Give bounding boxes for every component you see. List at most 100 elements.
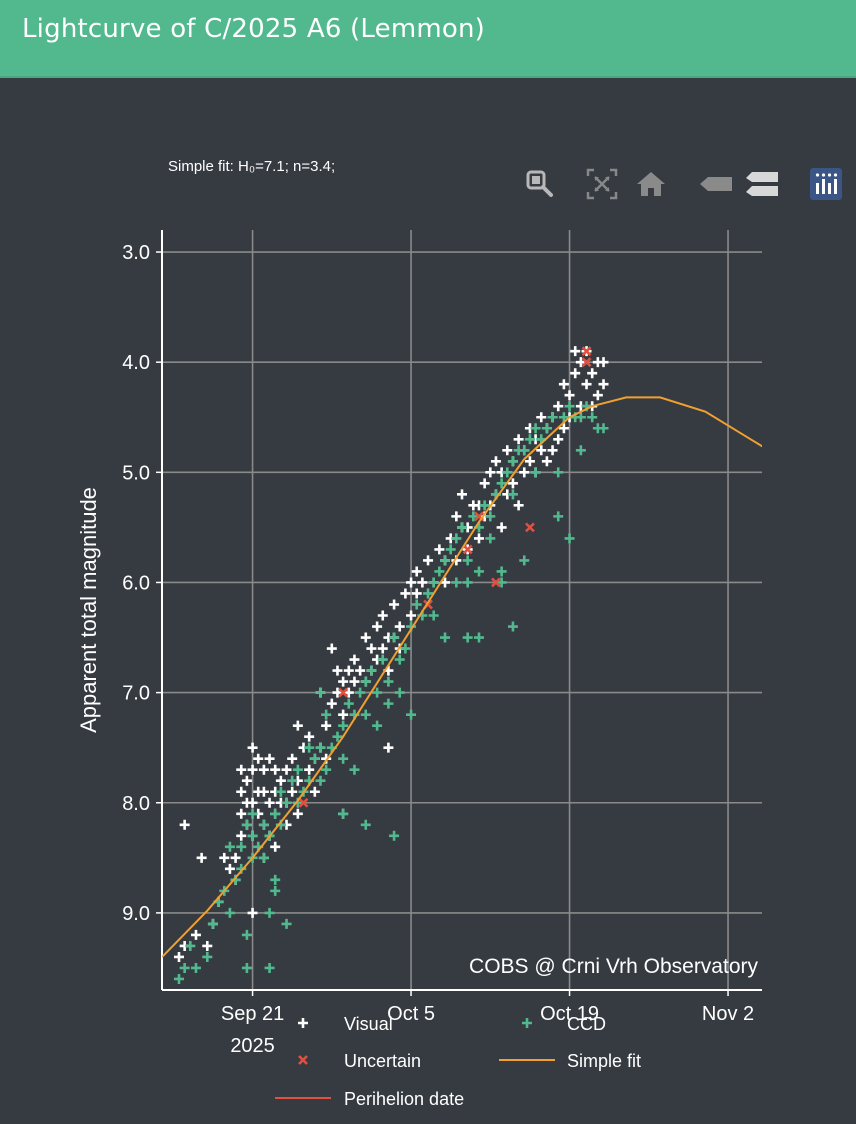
plotly-logo-icon[interactable] xyxy=(806,164,846,204)
point-visual xyxy=(219,852,230,863)
point-visual xyxy=(304,731,315,742)
hover-compare-icon[interactable] xyxy=(742,164,782,204)
x-tick-sublabel: 2025 xyxy=(230,1035,275,1057)
point-ccd xyxy=(462,577,473,588)
legend-swatch xyxy=(298,1055,308,1065)
point-visual xyxy=(411,588,422,599)
point-ccd xyxy=(553,511,564,522)
point-visual xyxy=(479,478,490,489)
point-visual xyxy=(553,401,564,412)
point-visual xyxy=(236,808,247,819)
point-ccd xyxy=(377,654,388,665)
point-visual xyxy=(338,676,349,687)
point-ccd xyxy=(473,632,484,643)
legend-item-simple-fit[interactable]: Simple fit xyxy=(499,1051,641,1071)
point-ccd xyxy=(507,489,518,500)
x-tick-label: Nov 2 xyxy=(702,1003,754,1025)
legend-label: Visual xyxy=(344,1014,393,1034)
fit-curve xyxy=(162,396,762,958)
point-ccd xyxy=(372,687,383,698)
legend: Visual CCD Uncertain Simple fit Perihelion d… xyxy=(275,1014,641,1109)
point-visual xyxy=(490,456,501,467)
point-ccd xyxy=(445,544,456,555)
point-ccd xyxy=(457,522,467,533)
point-ccd xyxy=(338,720,349,731)
point-visual xyxy=(485,467,496,478)
point-ccd xyxy=(485,511,496,522)
point-visual xyxy=(558,423,569,434)
point-ccd xyxy=(185,940,196,951)
point-visual xyxy=(394,621,405,632)
point-ccd xyxy=(332,731,343,742)
point-visual xyxy=(575,357,586,368)
point-ccd xyxy=(315,775,326,786)
point-visual xyxy=(570,346,581,357)
grid: 3.0 4.0 5.0 6.0 7.0 8.0 9.0 Sep 21 2025 Oct 5 Oct … xyxy=(122,230,856,1057)
point-ccd xyxy=(281,797,292,808)
point-visual xyxy=(598,379,609,390)
point-visual xyxy=(558,379,569,390)
legend-swatch xyxy=(522,1018,532,1028)
point-visual xyxy=(264,753,275,764)
autoscale-icon[interactable] xyxy=(582,164,622,204)
legend-item-perihelion-date[interactable]: Perihelion date xyxy=(275,1089,464,1109)
point-ccd xyxy=(241,962,252,973)
point-ccd xyxy=(236,841,247,852)
x-tick-label: Oct 5 xyxy=(387,1003,435,1025)
point-visual xyxy=(519,467,530,478)
point-ccd xyxy=(389,830,400,841)
point-visual xyxy=(247,907,258,918)
point-ccd xyxy=(406,709,417,720)
point-visual xyxy=(360,632,371,643)
legend-item-visual[interactable]: Visual xyxy=(298,1014,393,1034)
legend-item-uncertain[interactable]: Uncertain xyxy=(298,1051,421,1071)
point-visual xyxy=(377,643,388,654)
point-ccd xyxy=(292,764,303,775)
point-ccd xyxy=(423,588,434,599)
point-ccd xyxy=(462,555,473,566)
point-visual xyxy=(541,456,552,467)
point-visual xyxy=(332,665,343,676)
home-icon[interactable] xyxy=(631,164,671,204)
point-visual xyxy=(247,764,258,775)
y-tick-label: 7.0 xyxy=(122,683,150,705)
hover-closest-icon[interactable] xyxy=(696,164,736,204)
point-ccd xyxy=(309,753,320,764)
point-ccd xyxy=(462,632,473,643)
point-uncertain xyxy=(581,346,592,357)
point-ccd xyxy=(383,698,394,709)
point-ccd xyxy=(394,654,405,665)
point-visual xyxy=(434,544,445,555)
zoom-icon[interactable] xyxy=(520,164,560,204)
point-ccd xyxy=(338,808,349,819)
point-ccd xyxy=(207,918,218,929)
point-visual xyxy=(343,665,354,676)
point-visual xyxy=(270,764,281,775)
point-visual xyxy=(270,841,281,852)
point-ccd xyxy=(519,445,530,456)
point-visual xyxy=(423,555,434,566)
point-ccd xyxy=(224,907,235,918)
point-visual xyxy=(372,621,383,632)
point-ccd xyxy=(468,511,479,522)
point-visual xyxy=(275,775,286,786)
point-visual xyxy=(547,445,558,456)
point-visual xyxy=(338,709,349,720)
legend-item-ccd[interactable]: CCD xyxy=(522,1014,606,1034)
point-ccd xyxy=(553,467,564,478)
point-visual xyxy=(451,511,462,522)
point-visual xyxy=(287,786,298,797)
point-visual xyxy=(326,698,337,709)
point-visual xyxy=(287,753,298,764)
point-visual xyxy=(321,720,332,731)
legend-label: Simple fit xyxy=(567,1051,641,1071)
point-visual xyxy=(406,577,417,588)
page-title: Lightcurve of C/2025 A6 (Lemmon) xyxy=(22,14,486,44)
point-visual xyxy=(587,368,598,379)
point-visual xyxy=(389,599,400,610)
point-ccd xyxy=(383,676,394,687)
point-ccd xyxy=(530,423,541,434)
point-visual xyxy=(355,665,366,676)
point-visual xyxy=(190,929,201,940)
